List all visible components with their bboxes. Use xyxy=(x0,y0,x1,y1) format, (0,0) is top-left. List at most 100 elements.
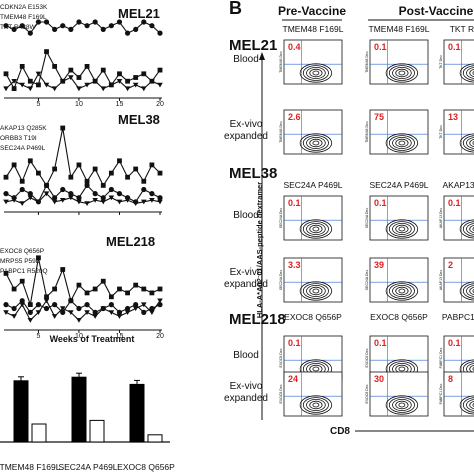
density-contour xyxy=(398,226,406,232)
density-contour xyxy=(472,403,474,407)
data-point xyxy=(141,286,147,292)
plot-axis-label: TKT Dex xyxy=(439,125,443,139)
data-point xyxy=(68,191,74,197)
data-point xyxy=(125,174,130,180)
data-point xyxy=(92,197,98,203)
data-point xyxy=(149,197,155,203)
data-point xyxy=(124,30,131,36)
data-point xyxy=(132,306,139,312)
density-contour xyxy=(469,286,474,296)
data-point xyxy=(3,71,9,77)
data-point xyxy=(157,67,163,73)
data-point xyxy=(76,282,82,288)
peptide-label: TMEM48 F169L xyxy=(283,24,344,34)
plot-axis-label: AKAP13 Dex xyxy=(439,208,443,229)
data-point xyxy=(116,79,123,84)
data-point xyxy=(3,271,9,276)
data-point xyxy=(76,162,82,168)
data-point xyxy=(100,199,107,205)
row-label: Ex-vivo expanded xyxy=(224,267,268,290)
data-point xyxy=(100,278,106,284)
density-contour xyxy=(395,224,409,234)
data-point xyxy=(149,290,155,296)
data-point xyxy=(92,191,98,197)
data-point xyxy=(19,201,26,207)
density-contour xyxy=(312,402,320,408)
density-contour xyxy=(472,141,474,145)
data-point xyxy=(92,166,98,172)
line-chart-mel218: 5 10 15 20 xyxy=(3,255,164,340)
density-contour xyxy=(306,284,326,297)
data-point xyxy=(52,26,58,32)
density-contour xyxy=(462,361,474,377)
data-point xyxy=(116,199,123,205)
density-contour xyxy=(395,68,409,78)
plot-axis-label: PABPC1 Dex xyxy=(439,383,443,404)
density-contour xyxy=(312,366,320,372)
density-contour xyxy=(395,286,409,296)
row-label-line: Ex-vivo xyxy=(230,267,263,278)
density-contour xyxy=(462,221,474,237)
gate-percentage: 0.1 xyxy=(374,338,387,348)
data-point xyxy=(92,79,98,84)
row-label-line: expanded xyxy=(224,279,268,290)
gate-percentage: 0.1 xyxy=(448,338,461,348)
panel-letter-b: B xyxy=(229,0,242,18)
bar xyxy=(31,423,47,443)
density-contour xyxy=(462,397,474,413)
data-point xyxy=(92,286,98,292)
density-contour xyxy=(459,219,474,239)
density-contour xyxy=(466,363,474,375)
density-contour xyxy=(306,136,326,149)
data-point xyxy=(157,199,163,205)
density-contour xyxy=(459,63,474,83)
data-point xyxy=(108,310,115,315)
density-contour xyxy=(306,398,326,411)
flow-plot: 13 TKT Dex xyxy=(439,109,474,155)
data-point xyxy=(11,197,17,203)
data-point xyxy=(59,79,66,84)
data-point xyxy=(116,191,123,197)
data-point xyxy=(84,302,90,308)
data-point xyxy=(19,64,25,69)
data-point xyxy=(108,170,114,176)
density-contour xyxy=(466,285,474,297)
x-tick-label: 15 xyxy=(116,333,124,340)
x-tick-label: 15 xyxy=(116,101,124,108)
density-contour xyxy=(385,219,419,239)
data-point xyxy=(36,255,41,261)
legend-entry: ORBB3 T19I xyxy=(0,135,37,142)
density-contour xyxy=(466,399,474,411)
flow-plot: 24 EXOC8 Dex xyxy=(279,371,343,417)
data-point xyxy=(52,286,58,292)
data-point xyxy=(100,67,106,73)
data-point xyxy=(11,162,17,168)
patient-title: MEL38 xyxy=(229,165,277,182)
data-point xyxy=(149,310,155,315)
density-contour xyxy=(312,288,320,294)
data-point xyxy=(19,278,25,284)
density-contour xyxy=(385,281,419,301)
bar xyxy=(147,434,163,443)
legend-entry: MRPS5 P59L xyxy=(0,258,40,265)
series-line xyxy=(5,72,161,90)
data-point xyxy=(84,23,90,29)
data-point xyxy=(124,310,131,315)
data-point xyxy=(76,19,82,25)
plot-axis-label: EXOC8 Dex xyxy=(365,384,369,403)
data-point xyxy=(44,49,49,54)
density-contour xyxy=(459,133,474,153)
x-tick-label: 20 xyxy=(156,101,164,108)
data-point xyxy=(3,86,9,92)
data-point xyxy=(68,310,74,315)
data-point xyxy=(100,183,106,188)
data-point xyxy=(92,19,98,25)
data-point xyxy=(157,195,163,201)
density-contour xyxy=(398,366,406,372)
data-point xyxy=(149,162,155,168)
density-contour xyxy=(469,224,474,234)
data-point xyxy=(27,309,33,315)
data-point xyxy=(125,78,130,84)
density-contour xyxy=(385,395,419,415)
data-point xyxy=(60,23,66,29)
